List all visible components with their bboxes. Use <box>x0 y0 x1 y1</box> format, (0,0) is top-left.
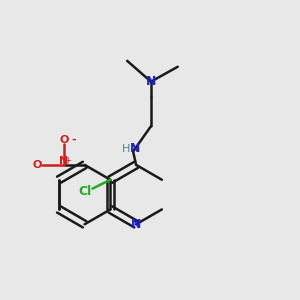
Text: +: + <box>64 156 71 165</box>
Text: O: O <box>59 136 68 146</box>
Text: N: N <box>131 218 141 231</box>
Text: N: N <box>59 156 68 166</box>
Text: N: N <box>129 142 140 155</box>
Text: O: O <box>33 160 42 170</box>
Text: -: - <box>71 135 76 145</box>
Text: Cl: Cl <box>79 184 92 197</box>
Text: N: N <box>146 75 156 88</box>
Text: H: H <box>122 143 130 154</box>
